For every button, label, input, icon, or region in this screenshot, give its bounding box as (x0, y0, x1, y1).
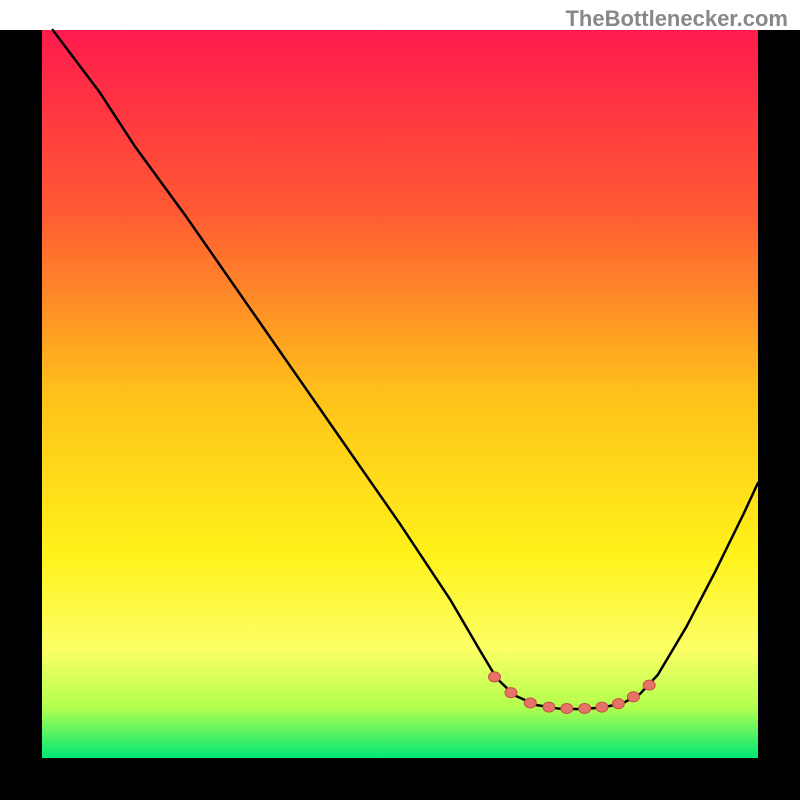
optimal-marker-4 (561, 703, 573, 713)
optimal-marker-9 (643, 680, 655, 690)
optimal-marker-0 (489, 672, 501, 682)
axis-band-1 (758, 30, 800, 800)
optimal-marker-3 (543, 702, 555, 712)
bottleneck-curve-chart (0, 0, 800, 800)
optimal-marker-1 (505, 688, 517, 698)
optimal-marker-2 (524, 698, 536, 708)
axis-band-2 (0, 758, 800, 800)
chart-container: TheBottlenecker.com (0, 0, 800, 800)
watermark-text: TheBottlenecker.com (565, 6, 788, 32)
optimal-marker-7 (612, 699, 624, 709)
optimal-marker-8 (627, 692, 639, 702)
optimal-marker-5 (579, 703, 591, 713)
optimal-marker-6 (596, 702, 608, 712)
gradient-background (42, 30, 758, 758)
axis-band-0 (0, 30, 42, 800)
